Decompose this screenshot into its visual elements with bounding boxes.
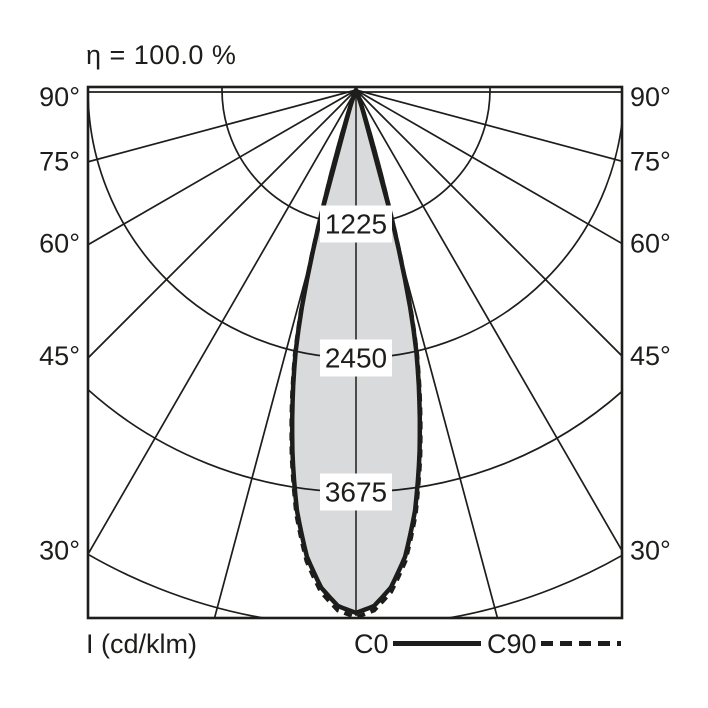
ring-label-1225: 1225 — [325, 209, 387, 240]
angle-tick-right-30: 30° — [630, 536, 671, 566]
ring-label-box-2450 — [320, 339, 392, 377]
legend-c90-line-sample — [541, 641, 621, 646]
intensity-unit-label: I (cd/klm) — [86, 629, 197, 659]
grid-ray-right-30 — [355, 89, 622, 553]
ring-label-box-1225 — [320, 205, 392, 243]
angle-tick-right-45: 45° — [630, 341, 671, 371]
grid-ray-right-60 — [355, 89, 622, 245]
ring-label-2450: 2450 — [325, 343, 387, 374]
c0-curve — [289, 87, 423, 616]
efficiency-title: η = 100.0 % — [86, 40, 237, 70]
grid-ray-right-45 — [355, 89, 622, 358]
grid-ray-left-60 — [88, 89, 357, 246]
grid-ray-left-45 — [88, 89, 357, 360]
angle-tick-left-90: 90° — [39, 82, 80, 112]
legend-c0-line-sample — [393, 641, 481, 646]
angle-tick-left-45: 45° — [39, 341, 80, 371]
angle-tick-left-75: 75° — [39, 146, 80, 176]
angle-tick-right-60: 60° — [630, 229, 671, 259]
chart-frame — [86, 85, 624, 620]
angle-tick-right-90: 90° — [630, 82, 671, 112]
legend-c0-label: C0 — [354, 629, 389, 659]
bottom-row: I (cd/klm) C0 C90 — [0, 626, 708, 666]
ring-label-3675: 3675 — [325, 477, 387, 508]
angle-tick-left-30: 30° — [39, 536, 80, 566]
legend-c90-label: C90 — [487, 629, 537, 659]
angle-tick-right-75: 75° — [630, 146, 671, 176]
ring-label-box-3675 — [320, 473, 392, 511]
grid-ray-right-75 — [355, 89, 622, 163]
grid-ray-left-75 — [88, 89, 357, 163]
grid-ray-left-30 — [88, 89, 357, 556]
angle-tick-left-60: 60° — [39, 229, 80, 259]
